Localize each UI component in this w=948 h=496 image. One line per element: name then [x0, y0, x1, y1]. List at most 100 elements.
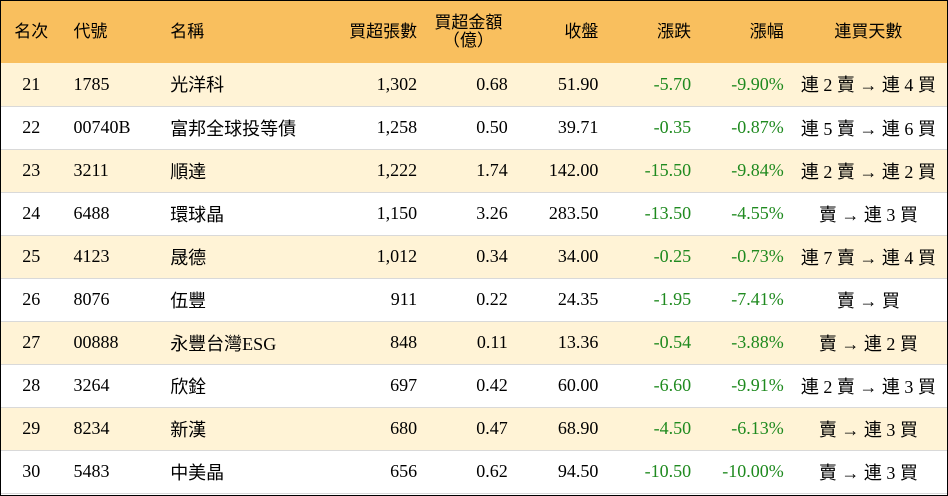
cell-consecutive-days: 連 2 賣 → 連 4 買 — [800, 75, 936, 96]
cell-name: 中美晶 — [170, 462, 225, 483]
header-net-buy-amount: 買超金額 （億） — [423, 1, 514, 63]
cell-close: 39.71 — [557, 117, 599, 137]
cell-change-pct: -3.88% — [731, 332, 784, 352]
cell-net-buy-amount: 0.11 — [476, 332, 508, 352]
cell-close: 94.50 — [557, 461, 599, 481]
cell-close: 60.00 — [557, 375, 599, 395]
cell-net-buy-lots: 1,150 — [376, 203, 418, 223]
cell-close: 68.90 — [557, 418, 599, 438]
cell-name: 富邦全球投等債 — [170, 118, 297, 139]
cell-net-buy-lots: 1,222 — [376, 160, 418, 180]
cell-name: 永豐台灣ESG — [170, 333, 277, 354]
table-row: 21 1785 光洋科 1,302 0.68 51.90 -5.70 -9.90% 連 2 賣 … — [1, 63, 947, 106]
cell-change: -4.50 — [653, 418, 692, 438]
table-row: 24 6488 環球晶 1,150 3.26 283.50 -13.50 -4.55% 賣 → … — [1, 192, 947, 235]
cell-change-pct: -0.73% — [731, 246, 784, 266]
cell-net-buy-lots: 911 — [390, 289, 418, 309]
cell-close: 34.00 — [557, 246, 599, 266]
table-header: 名次 代號 名稱 買超張數 買超金額 （億） 收盤 漲跌 漲幅 連買天數 — [1, 1, 947, 63]
cell-change: -15.50 — [644, 160, 692, 180]
cell-net-buy-lots: 848 — [390, 332, 418, 352]
cell-close: 24.35 — [557, 289, 599, 309]
header-net-buy-lots: 買超張數 — [349, 22, 418, 41]
table-row: 22 00740B 富邦全球投等債 1,258 0.50 39.71 -0.35 -0.87%… — [1, 106, 947, 149]
cell-code: 8076 — [73, 289, 110, 309]
cell-close: 142.00 — [548, 160, 599, 180]
cell-net-buy-amount: 0.34 — [476, 246, 508, 266]
cell-net-buy-amount: 0.62 — [476, 461, 508, 481]
header-net-buy-amount-line1: 買超金額 — [434, 13, 503, 32]
cell-net-buy-lots: 656 — [390, 461, 418, 481]
cell-rank: 25 — [22, 246, 41, 266]
cell-change: -6.60 — [653, 375, 692, 395]
cell-name: 伍豐 — [170, 290, 207, 311]
cell-close: 283.50 — [548, 203, 599, 223]
cell-change-pct: -7.41% — [731, 289, 784, 309]
cell-net-buy-amount: 0.22 — [476, 289, 508, 309]
header-change-pct: 漲幅 — [749, 22, 784, 41]
cell-name: 晟德 — [170, 247, 207, 268]
cell-change: -0.54 — [653, 332, 692, 352]
cell-net-buy-amount: 0.42 — [476, 375, 508, 395]
header-name: 名稱 — [170, 22, 205, 41]
cell-change: -10.50 — [644, 461, 692, 481]
cell-rank: 26 — [22, 289, 41, 309]
cell-consecutive-days: 連 2 賣 → 連 3 買 — [800, 376, 936, 397]
cell-close: 13.36 — [557, 332, 599, 352]
header-rank: 名次 — [14, 22, 49, 41]
cell-consecutive-days: 賣 → 連 3 買 — [818, 204, 918, 225]
cell-net-buy-lots: 1,012 — [376, 246, 418, 266]
cell-consecutive-days: 連 7 賣 → 連 4 買 — [800, 247, 936, 268]
cell-net-buy-amount: 0.68 — [476, 73, 508, 94]
cell-code: 00740B — [73, 117, 131, 137]
cell-consecutive-days: 賣 → 連 2 買 — [818, 333, 918, 354]
header-change: 漲跌 — [657, 22, 692, 41]
cell-change: -5.70 — [653, 73, 692, 94]
table-row: 28 3264 欣銓 697 0.42 60.00 -6.60 -9.91% 連 2 賣 → 連… — [1, 364, 947, 407]
cell-change-pct: -4.55% — [731, 203, 784, 223]
header-close: 收盤 — [564, 22, 599, 41]
cell-name: 順達 — [170, 161, 207, 182]
cell-name: 光洋科 — [170, 75, 225, 96]
cell-consecutive-days: 賣 → 連 3 買 — [818, 419, 918, 440]
table-row: 23 3211 順達 1,222 1.74 142.00 -15.50 -9.84% 連 2 賣… — [1, 149, 947, 192]
header-row: 名次 代號 名稱 買超張數 買超金額 （億） 收盤 漲跌 漲幅 連買天數 — [1, 1, 947, 63]
cell-change-pct: -6.13% — [731, 418, 784, 438]
cell-net-buy-amount: 0.47 — [476, 418, 508, 438]
table-row: 30 5483 中美晶 656 0.62 94.50 -10.50 -10.00% 賣 → 連 … — [1, 450, 947, 493]
cell-net-buy-lots: 697 — [390, 375, 418, 395]
cell-code: 1785 — [73, 73, 110, 94]
cell-consecutive-days: 賣 → 買 — [836, 290, 900, 311]
table-row: 25 4123 晟德 1,012 0.34 34.00 -0.25 -0.73% 連 7 賣 →… — [1, 235, 947, 278]
header-net-buy-amount-line2: （億） — [442, 31, 494, 50]
header-code: 代號 — [73, 22, 108, 41]
cell-rank: 23 — [22, 160, 41, 180]
cell-net-buy-amount: 1.74 — [476, 160, 508, 180]
cell-net-buy-lots: 680 — [390, 418, 418, 438]
cell-rank: 28 — [22, 375, 41, 395]
cell-change: -0.35 — [653, 117, 692, 137]
cell-name: 環球晶 — [170, 204, 225, 225]
cell-net-buy-amount: 3.26 — [476, 203, 508, 223]
cell-rank: 24 — [22, 203, 41, 223]
cell-consecutive-days: 賣 → 連 3 買 — [818, 462, 918, 483]
cell-change: -0.25 — [653, 246, 692, 266]
cell-rank: 27 — [22, 332, 41, 352]
cell-change: -1.95 — [653, 289, 692, 309]
cell-net-buy-amount: 0.50 — [476, 117, 508, 137]
cell-rank: 30 — [22, 461, 41, 481]
cell-change-pct: -9.91% — [731, 375, 784, 395]
cell-change-pct: -9.84% — [731, 160, 784, 180]
cell-code: 5483 — [73, 461, 110, 481]
header-consecutive-days: 連買天數 — [834, 22, 903, 41]
cell-code: 3264 — [73, 375, 110, 395]
cell-rank: 29 — [22, 418, 41, 438]
cell-consecutive-days: 連 2 賣 → 連 2 買 — [800, 161, 936, 182]
cell-change-pct: -10.00% — [722, 461, 784, 481]
cell-change-pct: -9.90% — [731, 73, 784, 94]
cell-change: -13.50 — [644, 203, 692, 223]
table-body: 21 1785 光洋科 1,302 0.68 51.90 -5.70 -9.90% 連 2 賣 … — [1, 63, 947, 493]
cell-net-buy-lots: 1,258 — [376, 117, 418, 137]
cell-consecutive-days: 連 5 賣 → 連 6 買 — [800, 118, 936, 139]
